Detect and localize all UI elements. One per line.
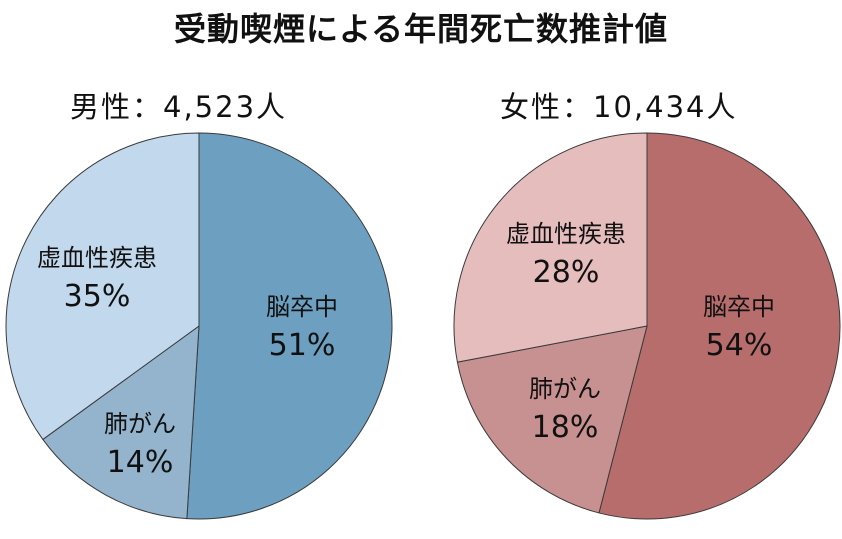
male-pie-title: 男性：4,523人 <box>70 90 288 124</box>
pie-0-value-stroke: 51% <box>269 328 336 363</box>
pie-0-slice-lung-cancer <box>42 324 200 520</box>
chart-title: 受動喫煙による年間死亡数推計値 <box>173 10 669 48</box>
pie-0-label-lung-cancer: 肺がん <box>104 410 176 438</box>
pie-0-value-ischemic-disease: 35% <box>64 279 131 314</box>
female-pie-title: 女性：10,434人 <box>500 90 738 124</box>
male-pie: 脳卒中 51% 肺がん 14% 虚血性疾患 35% <box>5 132 393 520</box>
pie-1-slice-stroke <box>598 132 841 520</box>
pie-0-slice-stroke <box>186 132 393 520</box>
pie-0-value-lung-cancer: 14% <box>107 445 174 480</box>
pie-1-label-stroke: 脳卒中 <box>703 293 775 321</box>
pie-1-value-lung-cancer: 18% <box>532 410 599 445</box>
pie-1-label-lung-cancer: 肺がん <box>529 375 601 403</box>
female-pie: 脳卒中 54% 肺がん 18% 虚血性疾患 28% <box>453 132 841 520</box>
pie-0-slice-ischemic-disease <box>5 132 200 441</box>
pie-0-label-stroke: 脳卒中 <box>266 293 338 321</box>
pie-1-value-stroke: 54% <box>706 328 773 363</box>
pie-1-label-ischemic-disease: 虚血性疾患 <box>506 220 626 248</box>
pie-1-value-ischemic-disease: 28% <box>533 255 600 290</box>
pie-1-slice-lung-cancer <box>456 325 648 514</box>
pie-0-label-ischemic-disease: 虚血性疾患 <box>37 244 157 272</box>
pie-1-slice-ischemic-disease <box>453 132 648 363</box>
